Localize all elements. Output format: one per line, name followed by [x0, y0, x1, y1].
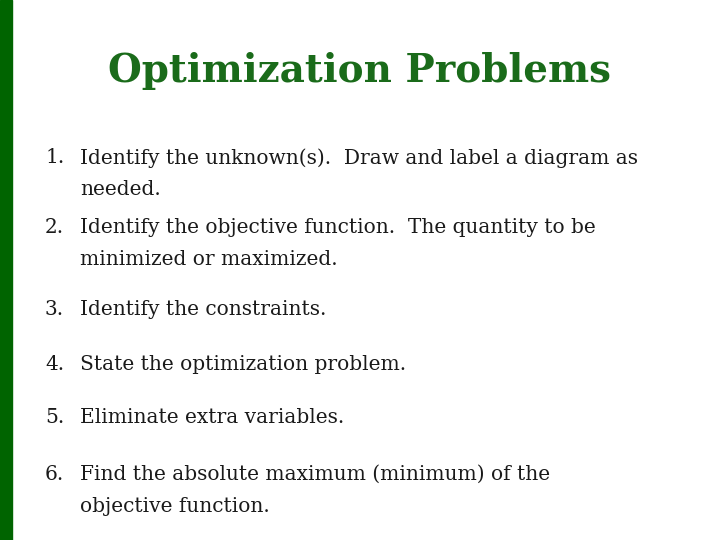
Text: needed.: needed.	[80, 180, 161, 199]
Text: Identify the constraints.: Identify the constraints.	[80, 300, 326, 319]
Bar	[0, 0, 12, 540]
Text: 1.: 1.	[45, 148, 64, 167]
Text: Identify the unknown(s).  Draw and label a diagram as: Identify the unknown(s). Draw and label …	[80, 148, 638, 167]
Text: objective function.: objective function.	[80, 497, 270, 516]
Text: minimized or maximized.: minimized or maximized.	[80, 250, 338, 269]
Text: 6.: 6.	[45, 465, 64, 484]
Text: Optimization Problems: Optimization Problems	[109, 52, 611, 90]
Text: 2.: 2.	[45, 218, 64, 237]
Text: Identify the objective function.  The quantity to be: Identify the objective function. The qua…	[80, 218, 595, 237]
Text: State the optimization problem.: State the optimization problem.	[80, 355, 406, 374]
Text: Eliminate extra variables.: Eliminate extra variables.	[80, 408, 344, 427]
Text: 4.: 4.	[45, 355, 64, 374]
Text: 5.: 5.	[45, 408, 64, 427]
Text: 3.: 3.	[45, 300, 64, 319]
Text: Find the absolute maximum (minimum) of the: Find the absolute maximum (minimum) of t…	[80, 465, 550, 484]
